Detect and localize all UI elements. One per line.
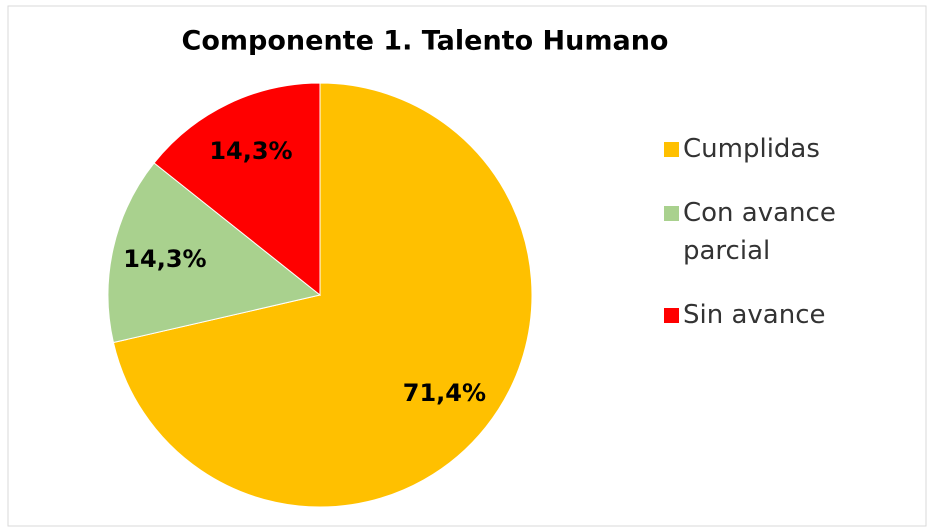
legend: Cumplidas Con avance parcial Sin avance	[664, 130, 884, 360]
legend-swatch	[664, 206, 679, 221]
legend-swatch	[664, 142, 679, 157]
pie-slice	[107, 162, 322, 344]
legend-label: Cumplidas	[683, 134, 820, 164]
legend-item: Sin avance	[664, 296, 884, 334]
data-label: 71,4%	[403, 379, 486, 407]
data-label: 14,3%	[123, 245, 206, 273]
legend-label: Con avance parcial	[683, 198, 836, 266]
legend-label: Sin avance	[683, 300, 826, 330]
pie-slice	[153, 82, 321, 297]
data-label: 14,3%	[209, 137, 292, 165]
pie-slice	[112, 82, 533, 508]
legend-swatch	[664, 308, 679, 323]
legend-item: Cumplidas	[664, 130, 884, 168]
legend-item: Con avance parcial	[664, 194, 884, 270]
chart-title: Componente 1. Talento Humano	[182, 26, 669, 57]
